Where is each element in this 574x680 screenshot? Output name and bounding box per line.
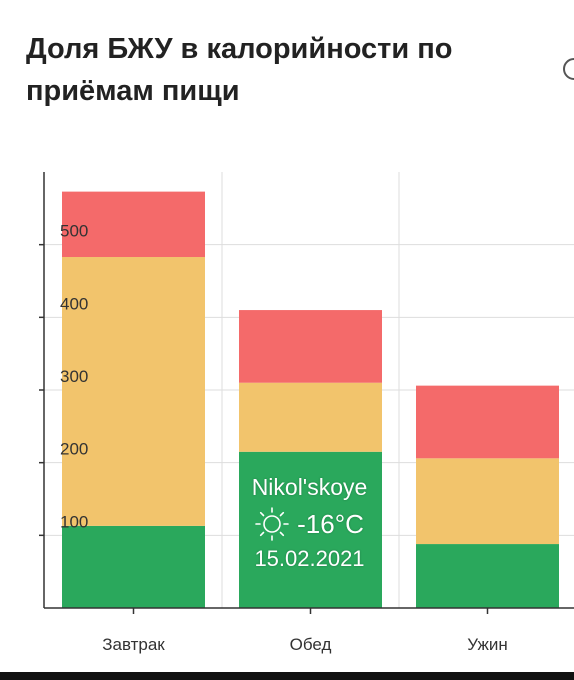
bar-segment [62,525,205,608]
y-tick-label: 300 [60,367,88,386]
x-tick-label: Завтрак [102,635,165,654]
bar-segment [416,458,559,545]
chart-title: Доля БЖУ в калорийности по приёмам пищи [26,33,453,107]
bar-segment [239,451,382,608]
x-tick-label: Ужин [467,635,508,654]
sun-icon [255,507,289,541]
info-icon[interactable] [563,58,574,80]
y-tick-label: 100 [60,512,88,531]
bar-segment [62,191,205,258]
y-tick-label: 500 [60,222,88,241]
bar-segment [416,385,559,459]
bottom-bar [0,672,574,680]
weather-date: 15.02.2021 [254,546,365,571]
bar-segment [416,544,559,608]
y-tick-label: 400 [60,294,88,313]
bar-segment [239,310,382,383]
weather-overlay: Nikol'skoye -16°C 15.02.2021 [238,470,381,574]
x-tick-label: Обед [290,635,332,654]
bar-segment [239,382,382,452]
bar-segment [62,257,205,526]
y-tick-label: 200 [60,440,88,459]
weather-city: Nikol'skoye [251,474,368,500]
weather-temperature: -16°C [297,508,364,539]
